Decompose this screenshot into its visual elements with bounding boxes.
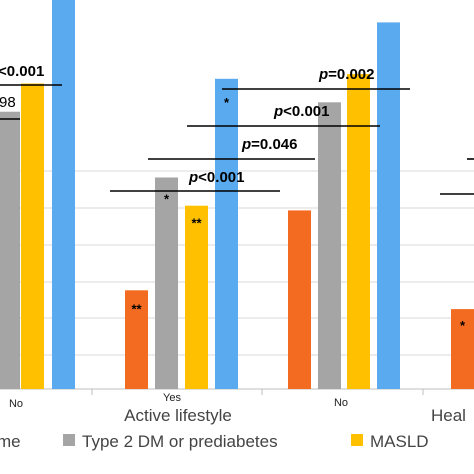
x-tick-label: No <box>334 397 348 409</box>
group-label: Active lifestyle <box>124 406 232 425</box>
p-symbol: p <box>241 136 251 153</box>
bar <box>215 78 238 390</box>
bar <box>288 210 311 389</box>
p-value: 98 <box>0 94 16 111</box>
significance-brackets <box>0 84 474 195</box>
p-value-label: p<0.001 <box>273 103 329 120</box>
p-value-label: p<0.001 <box>188 169 244 186</box>
p-value-label: 98 <box>0 94 16 111</box>
p-value-annotations: <0.001 98 p=0.002 p<0.001 p=0.046 p<0.00… <box>0 63 374 186</box>
bar <box>318 102 341 390</box>
p-value: =0.046 <box>251 136 297 153</box>
bar <box>185 205 208 389</box>
p-value: <0.001 <box>198 169 244 186</box>
p-value-label: p=0.046 <box>241 136 297 153</box>
legend: me Type 2 DM or prediabetes MASLD <box>0 432 429 451</box>
x-tick-labels: No Yes No <box>9 392 348 410</box>
bar <box>155 177 178 389</box>
p-value-label: p=0.002 <box>318 66 374 83</box>
group-label: Heal <box>431 406 466 425</box>
legend-swatch <box>63 434 75 446</box>
significance-marker: * <box>460 318 466 333</box>
bar <box>52 0 75 390</box>
bar <box>0 111 20 389</box>
significance-markers: ******* <box>131 95 466 333</box>
p-symbol: p <box>318 66 328 83</box>
p-value: <0.001 <box>0 63 44 80</box>
p-value: =0.002 <box>328 66 374 83</box>
legend-label: me <box>0 432 21 451</box>
p-symbol: p <box>188 169 198 186</box>
bar <box>21 83 44 389</box>
x-tick-label: Yes <box>163 392 181 404</box>
group-labels: Active lifestyle Heal <box>124 406 466 425</box>
bar <box>451 309 474 389</box>
significance-marker: ** <box>131 301 142 316</box>
bar <box>125 290 148 389</box>
bar <box>347 74 370 389</box>
significance-marker: * <box>224 95 230 110</box>
legend-swatch <box>351 434 363 446</box>
p-value: <0.001 <box>283 103 329 120</box>
bars <box>0 0 474 390</box>
p-symbol: p <box>273 103 283 120</box>
p-value-label: <0.001 <box>0 63 44 80</box>
legend-label: Type 2 DM or prediabetes <box>82 432 278 451</box>
legend-label: MASLD <box>370 432 429 451</box>
significance-marker: * <box>164 192 170 207</box>
x-tick-label: No <box>9 398 23 410</box>
significance-marker: ** <box>191 216 202 231</box>
bar <box>377 22 400 390</box>
